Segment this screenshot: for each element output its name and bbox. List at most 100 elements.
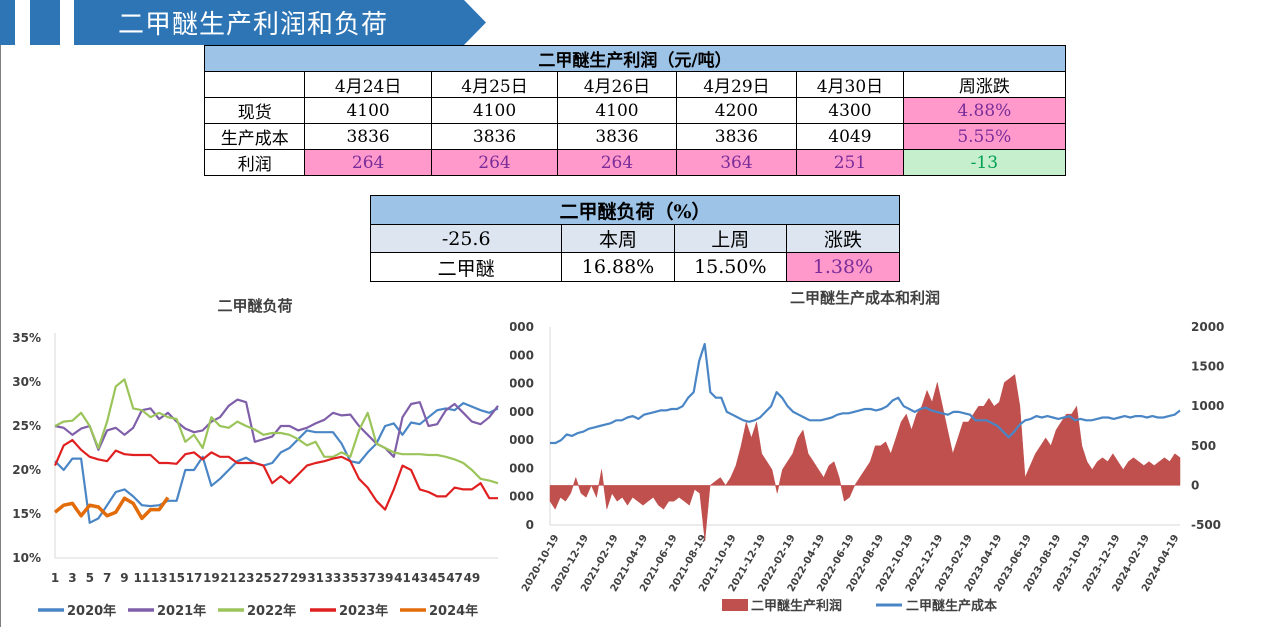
y-tick-label: 30% — [12, 375, 41, 389]
profit-table-header: 4月24日 4月25日 4月26日 4月29日 4月30日 周涨跌 — [203, 71, 1067, 98]
x-tick-label: 33 — [325, 571, 342, 585]
left-divider — [0, 45, 1, 627]
x-tick-label: 5 — [86, 571, 94, 585]
x-tick-label: 11 — [134, 571, 151, 585]
profit-cell: 4100 — [304, 97, 432, 124]
x-tick-label: 47 — [446, 571, 463, 585]
profit-col-header: 4月25日 — [430, 71, 559, 98]
load-table-row: 二甲醚 16.88% 15.50% 1.38% — [369, 252, 901, 282]
profit-table-title: 二甲醚生产利润（元/吨） — [204, 45, 1066, 72]
profit-change-cell: 4.88% — [902, 97, 1067, 124]
y-left-tick-label: 0 — [526, 518, 534, 532]
x-tick-label: 19 — [203, 571, 220, 585]
profit-row-label: 现货 — [203, 97, 306, 124]
x-tick-label: 27 — [272, 571, 289, 585]
series-line-2024年 — [53, 496, 170, 521]
profit-change-cell: -13 — [902, 149, 1067, 176]
profit-col-header: 4月30日 — [796, 71, 904, 98]
page-title: 二甲醚生产利润和负荷 — [118, 10, 389, 40]
chart-title: 二甲醚生产成本和利润 — [790, 290, 940, 307]
load-cell: 1.38% — [785, 252, 901, 282]
banner-square-1 — [0, 0, 15, 45]
series-line-2023年 — [53, 439, 498, 511]
profit-change-cell: 5.55% — [902, 123, 1067, 150]
chart-title: 二甲醚负荷 — [217, 297, 292, 315]
profit-area — [549, 374, 1181, 541]
y-left-tick-label: 1000 — [510, 490, 534, 504]
series-line-2022年 — [54, 378, 499, 485]
load-table-header: -25.6 本周 上周 涨跌 — [369, 224, 901, 253]
profit-col-header: 4月26日 — [557, 71, 677, 98]
y-left-tick-label: 4000 — [510, 405, 534, 419]
y-right-tick-label: 1500 — [1191, 360, 1224, 374]
y-tick-label: 25% — [12, 419, 41, 433]
load-row-label: 二甲醚 — [369, 252, 563, 282]
x-tick-label: 39 — [377, 571, 394, 585]
profit-cell: 251 — [796, 149, 904, 176]
x-tick-label: 31 — [307, 571, 324, 585]
load-table: 二甲醚负荷（%） -25.6 本周 上周 涨跌 二甲醚 16.88% 15.50% 1.38… — [369, 195, 901, 282]
load-cell: 15.50% — [673, 252, 787, 282]
profit-col-header: 周涨跌 — [902, 71, 1067, 98]
y-right-tick-label: 1000 — [1191, 399, 1224, 413]
profit-cell: 364 — [675, 149, 798, 176]
x-tick-label: 21 — [220, 571, 237, 585]
profit-cell: 264 — [557, 149, 677, 176]
y-tick-label: 15% — [12, 507, 41, 521]
legend-label: 2021年 — [157, 603, 206, 619]
x-tick-label: 9 — [120, 571, 128, 585]
profit-cell: 3836 — [304, 123, 432, 150]
legend-swatch-profit — [722, 599, 748, 611]
y-right-tick-label: 0 — [1191, 478, 1199, 492]
profit-row: 利润 264 264 264 364 251 -13 — [203, 149, 1067, 176]
x-tick-label: 15 — [168, 571, 185, 585]
legend-label: 2023年 — [339, 603, 388, 619]
x-tick-label: 35 — [342, 571, 359, 585]
profit-col-header: 4月24日 — [304, 71, 432, 98]
x-tick-label: 7 — [103, 571, 111, 585]
legend-label-profit: 二甲醚生产利润 — [751, 598, 842, 614]
profit-cell: 264 — [304, 149, 432, 176]
profit-cell: 4300 — [796, 97, 904, 124]
y-left-tick-label: 6000 — [510, 348, 534, 362]
x-tick-label: 29 — [290, 571, 307, 585]
x-tick-label: 37 — [359, 571, 376, 585]
profit-cell: 4100 — [557, 97, 677, 124]
load-table-title: 二甲醚负荷（%） — [370, 195, 900, 225]
y-left-tick-label: 2000 — [510, 461, 534, 475]
profit-cell: 3836 — [675, 123, 798, 150]
legend-label-cost: 二甲醚生产成本 — [906, 598, 997, 614]
profit-cell: 4049 — [796, 123, 904, 150]
legend-label: 2020年 — [67, 603, 116, 619]
profit-row: 生产成本 3836 3836 3836 3836 4049 5.55% — [203, 123, 1067, 150]
profit-row: 现货 4100 4100 4100 4200 4300 4.88% — [203, 97, 1067, 124]
x-tick-label: 41 — [394, 571, 411, 585]
cost-line — [550, 342, 1181, 445]
y-right-tick-label: -500 — [1191, 518, 1221, 532]
cost-profit-chart: 二甲醚生产成本和利润01000200030004000500060007000-… — [510, 290, 1224, 614]
y-tick-label: 20% — [12, 463, 41, 477]
x-tick-label: 25 — [255, 571, 272, 585]
profit-cell: 264 — [430, 149, 559, 176]
load-cell: 16.88% — [561, 252, 675, 282]
load-col-header: 涨跌 — [785, 224, 901, 253]
profit-cell: 3836 — [430, 123, 559, 150]
x-tick-label: 17 — [186, 571, 203, 585]
y-left-tick-label: 7000 — [510, 320, 534, 334]
x-tick-label: 1 — [51, 571, 59, 585]
profit-cell: 4100 — [430, 97, 559, 124]
profit-cell: 3836 — [557, 123, 677, 150]
page-banner: 二甲醚生产利润和负荷 — [74, 0, 486, 45]
banner-square-2 — [30, 0, 60, 45]
profit-row-label: 利润 — [203, 149, 306, 176]
legend-label: 2024年 — [429, 603, 478, 619]
y-right-tick-label: 500 — [1191, 439, 1216, 453]
load-col-header: 本周 — [561, 224, 675, 253]
x-tick-label: 49 — [464, 571, 481, 585]
x-tick-label: 43 — [411, 571, 428, 585]
profit-cell: 4200 — [675, 97, 798, 124]
profit-table: 二甲醚生产利润（元/吨） 4月24日 4月25日 4月26日 4月29日 4月30日 周涨… — [203, 45, 1067, 176]
x-tick-label: 23 — [238, 571, 255, 585]
load-col-header: 上周 — [673, 224, 787, 253]
profit-col-header: 4月29日 — [675, 71, 798, 98]
